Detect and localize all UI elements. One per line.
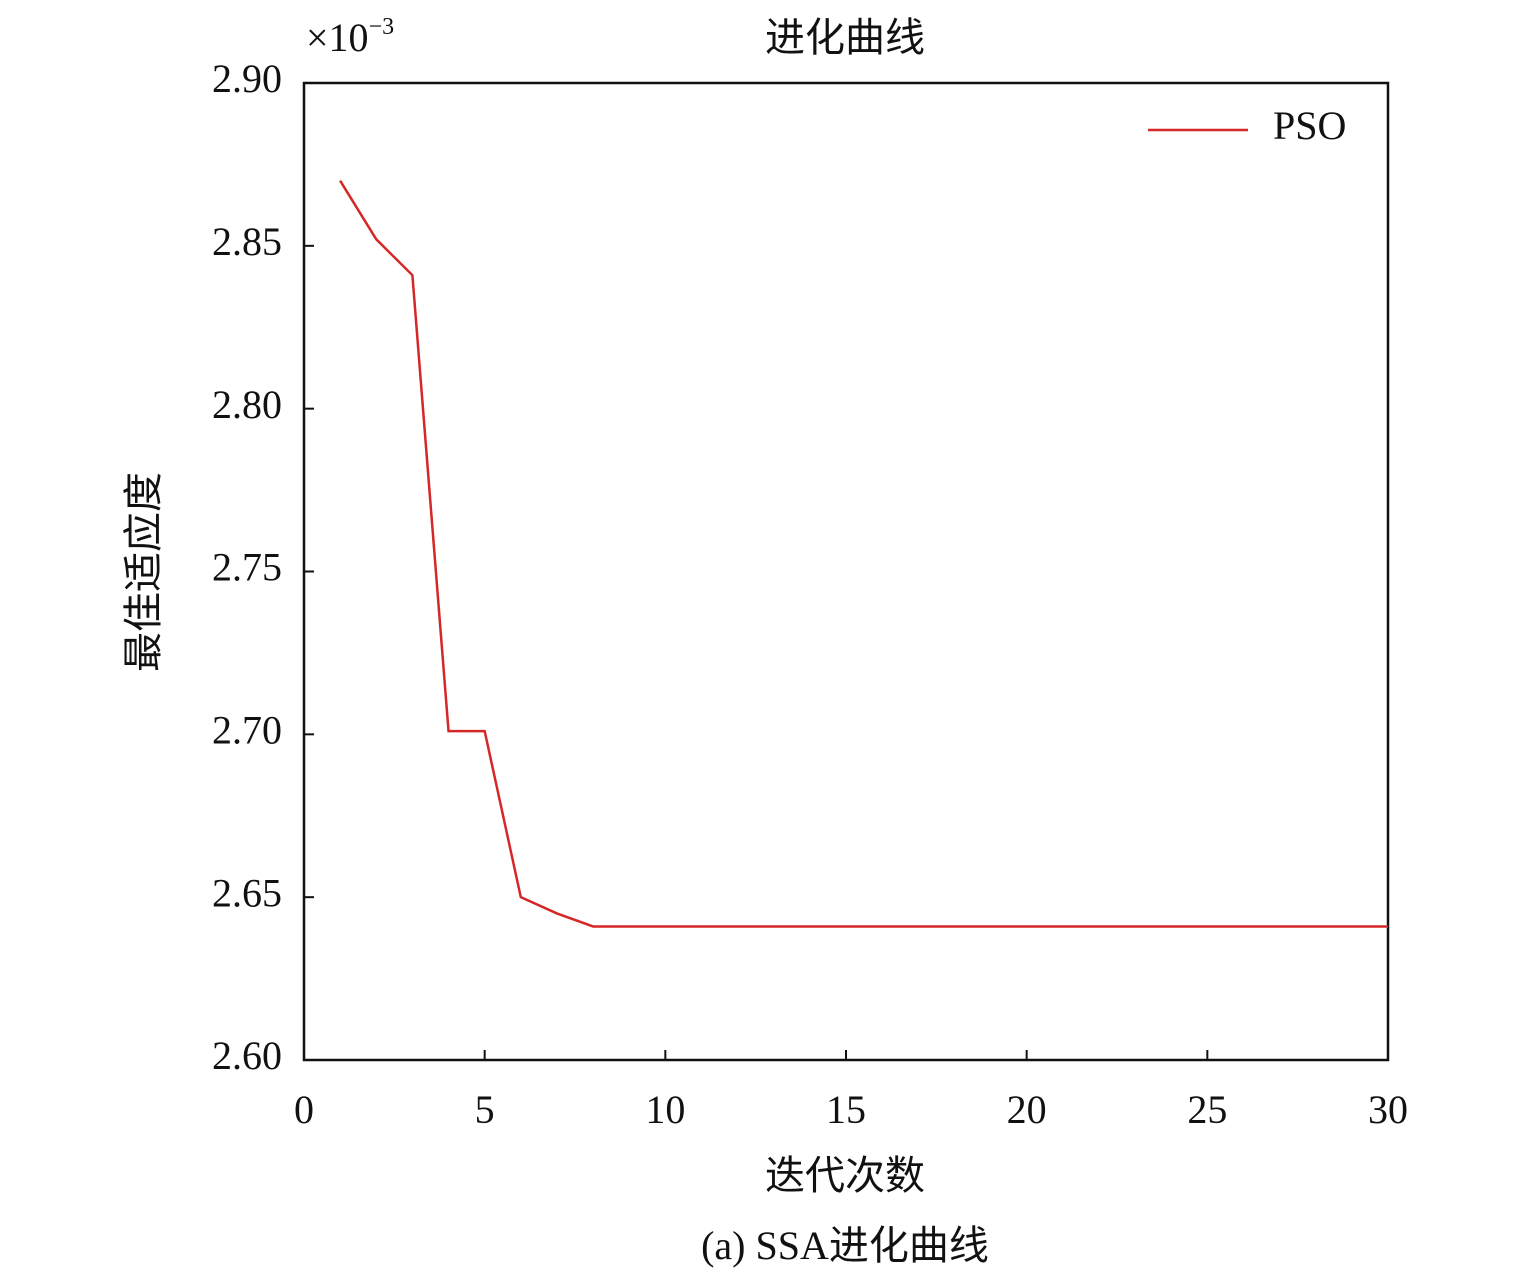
data-line	[339, 180, 1388, 928]
y-tick-label: 2.80	[212, 382, 282, 427]
y-tick-label: 2.75	[212, 545, 282, 590]
y-tick-label: 2.90	[212, 56, 282, 101]
x-tick-label: 10	[645, 1087, 685, 1132]
y-tick-label: 2.70	[212, 708, 282, 753]
chart-title: 进化曲线	[765, 15, 925, 60]
x-tick-label: 20	[1007, 1087, 1047, 1132]
y-multiplier-exponent: −3	[369, 14, 395, 40]
x-tick-label: 15	[826, 1087, 866, 1132]
y-multiplier-base: ×10	[306, 15, 369, 60]
x-tick-label: 0	[294, 1087, 314, 1132]
x-tick-label: 30	[1368, 1087, 1408, 1132]
x-axis-label: 迭代次数	[765, 1153, 925, 1198]
legend-label: PSO	[1273, 103, 1346, 148]
y-axis-label: 最佳适应度	[121, 472, 166, 672]
caption: (a) SSA进化曲线	[701, 1223, 989, 1268]
y-multiplier: ×10−3	[306, 14, 394, 61]
y-tick-label: 2.65	[212, 870, 282, 915]
y-tick-label: 2.60	[212, 1033, 282, 1078]
y-tick-label: 2.85	[212, 219, 282, 264]
x-tick-label: 25	[1187, 1087, 1227, 1132]
plot-frame	[302, 81, 1390, 1062]
x-tick-label: 5	[475, 1087, 495, 1132]
